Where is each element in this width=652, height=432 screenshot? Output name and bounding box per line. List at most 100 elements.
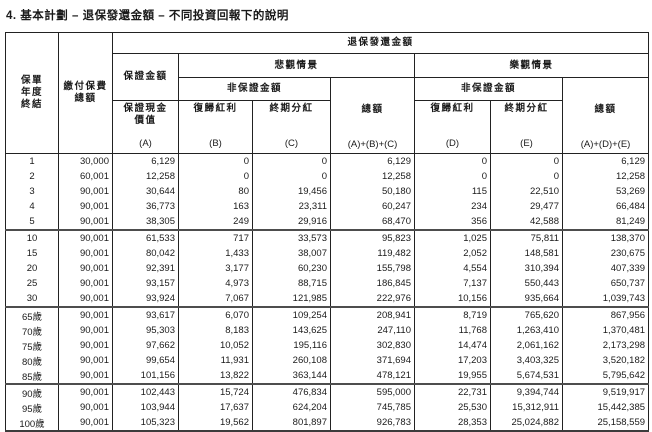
value-cell: 143,625 (252, 323, 331, 338)
value-cell: 6,129 (330, 153, 415, 169)
value-cell: 10,156 (414, 291, 491, 307)
value-cell: 90,001 (58, 306, 113, 323)
value-cell: 12,258 (561, 169, 650, 184)
value-cell: 6,070 (178, 306, 253, 323)
value-cell: 2,052 (414, 246, 491, 261)
policy-year-cell: 5 (5, 214, 59, 230)
value-cell: 356 (414, 214, 491, 230)
value-cell: 0 (490, 169, 563, 184)
value-cell: 5,795,642 (561, 368, 650, 384)
header-pessimistic-scenario: 悲觀情景 (178, 53, 415, 78)
table-row: 80歲 90,001 99,654 11,931 260,108 371,694 17,20… (5, 353, 650, 368)
value-cell: 80,042 (112, 246, 179, 261)
value-cell: 186,845 (330, 276, 415, 291)
policy-year-cell: 70歲 (5, 323, 59, 338)
value-cell: 36,773 (112, 199, 179, 214)
value-cell: 11,931 (178, 353, 253, 368)
section-title: 4. 基本計劃 – 退保發還金額 – 不同投資回報下的說明 (6, 10, 289, 22)
value-cell: 478,121 (330, 368, 415, 384)
header-policy-year: 保單 年度 終結 (5, 32, 59, 154)
value-cell: 15,312,911 (490, 400, 563, 415)
value-cell: 95,303 (112, 323, 179, 338)
policy-year-cell: 65歲 (5, 306, 59, 323)
value-cell: 17,637 (178, 400, 253, 415)
value-cell: 93,157 (112, 276, 179, 291)
policy-year-cell: 75歲 (5, 338, 59, 353)
value-cell: 163 (178, 199, 253, 214)
header-reversionary-bonus-d: 復歸紅利 (D) (414, 100, 491, 154)
header-total-pessimistic: 總額 (A)+(B)+(C) (330, 77, 415, 154)
value-cell: 7,137 (414, 276, 491, 291)
value-cell: 222,976 (330, 291, 415, 307)
value-cell: 935,664 (490, 291, 563, 307)
value-cell: 88,715 (252, 276, 331, 291)
header-terminal-dividend-c: 終期分紅 (C) (252, 100, 331, 154)
value-cell: 19,456 (252, 184, 331, 199)
value-cell: 1,039,743 (561, 291, 650, 307)
code-a: (A) (139, 138, 152, 149)
value-cell: 3,403,325 (490, 353, 563, 368)
value-cell: 93,924 (112, 291, 179, 307)
table-row: 25 90,001 93,157 4,973 88,715 186,845 7,137 550… (5, 276, 650, 291)
value-cell: 25,530 (414, 400, 491, 415)
value-cell: 407,339 (561, 261, 650, 276)
value-cell: 2,173,298 (561, 338, 650, 353)
value-cell: 8,719 (414, 306, 491, 323)
code-d: (D) (445, 138, 460, 149)
value-cell: 80 (178, 184, 253, 199)
policy-year-cell: 10 (5, 229, 59, 246)
value-cell: 22,731 (414, 383, 491, 400)
value-cell: 8,183 (178, 323, 253, 338)
value-cell: 7,067 (178, 291, 253, 307)
table-header: 保單 年度 終結 繳付保費 總額 退保發還金額 保證金額 悲觀情景 樂觀情景 非… (5, 32, 650, 154)
header-total-optimistic: 總額 (A)+(D)+(E) (561, 77, 650, 154)
value-cell: 17,203 (414, 353, 491, 368)
table-row: 85歲 90,001 101,156 13,822 363,144 478,121 19,9… (5, 368, 650, 384)
value-cell: 95,823 (330, 229, 415, 246)
policy-year-cell: 30 (5, 291, 59, 307)
table-row: 5 90,001 38,305 249 29,916 68,470 356 42,588 81,… (5, 214, 650, 230)
value-cell: 90,001 (58, 214, 113, 230)
table-row: 70歲 90,001 95,303 8,183 143,625 247,110 11,768… (5, 323, 650, 338)
header-optimistic-scenario: 樂觀情景 (413, 53, 650, 78)
value-cell: 476,834 (252, 383, 331, 400)
value-cell: 1,025 (414, 229, 491, 246)
value-cell: 90,001 (58, 383, 113, 400)
header-premium-total: 繳付保費 總額 (58, 32, 113, 154)
value-cell: 97,662 (112, 338, 179, 353)
value-cell: 15,724 (178, 383, 253, 400)
value-cell: 249 (178, 214, 253, 230)
value-cell: 38,305 (112, 214, 179, 230)
value-cell: 90,001 (58, 229, 113, 246)
value-cell: 119,482 (330, 246, 415, 261)
value-cell: 90,001 (58, 199, 113, 214)
value-cell: 81,249 (561, 214, 650, 230)
table-row: 90歲 90,001 102,443 15,724 476,834 595,000 22,7… (5, 383, 650, 400)
value-cell: 11,768 (414, 323, 491, 338)
value-cell: 0 (490, 153, 563, 169)
table-row: 4 90,001 36,773 163 23,311 60,247 234 29,477 66,… (5, 199, 650, 214)
policy-year-cell: 80歲 (5, 353, 59, 368)
value-cell: 61,533 (112, 229, 179, 246)
value-cell: 60,230 (252, 261, 331, 276)
value-cell: 4,973 (178, 276, 253, 291)
value-cell: 42,588 (490, 214, 563, 230)
table-row: 15 90,001 80,042 1,433 38,007 119,482 2,052 148… (5, 246, 650, 261)
table-row: 20 90,001 92,391 3,177 60,230 155,798 4,554 310… (5, 261, 650, 276)
value-cell: 371,694 (330, 353, 415, 368)
header-guaranteed-cash-value: 保證現金 價值 (A) (112, 100, 179, 154)
value-cell: 550,443 (490, 276, 563, 291)
value-cell: 260,108 (252, 353, 331, 368)
value-cell: 4,554 (414, 261, 491, 276)
value-cell: 3,520,182 (561, 353, 650, 368)
value-cell: 53,269 (561, 184, 650, 199)
value-cell: 30,000 (58, 153, 113, 169)
value-cell: 90,001 (58, 368, 113, 384)
value-cell: 50,180 (330, 184, 415, 199)
table-row: 30 90,001 93,924 7,067 121,985 222,976 10,156 9… (5, 291, 650, 307)
value-cell: 624,204 (252, 400, 331, 415)
value-cell: 0 (414, 169, 491, 184)
value-cell: 25,158,559 (561, 415, 650, 431)
value-cell: 230,675 (561, 246, 650, 261)
value-cell: 867,956 (561, 306, 650, 323)
